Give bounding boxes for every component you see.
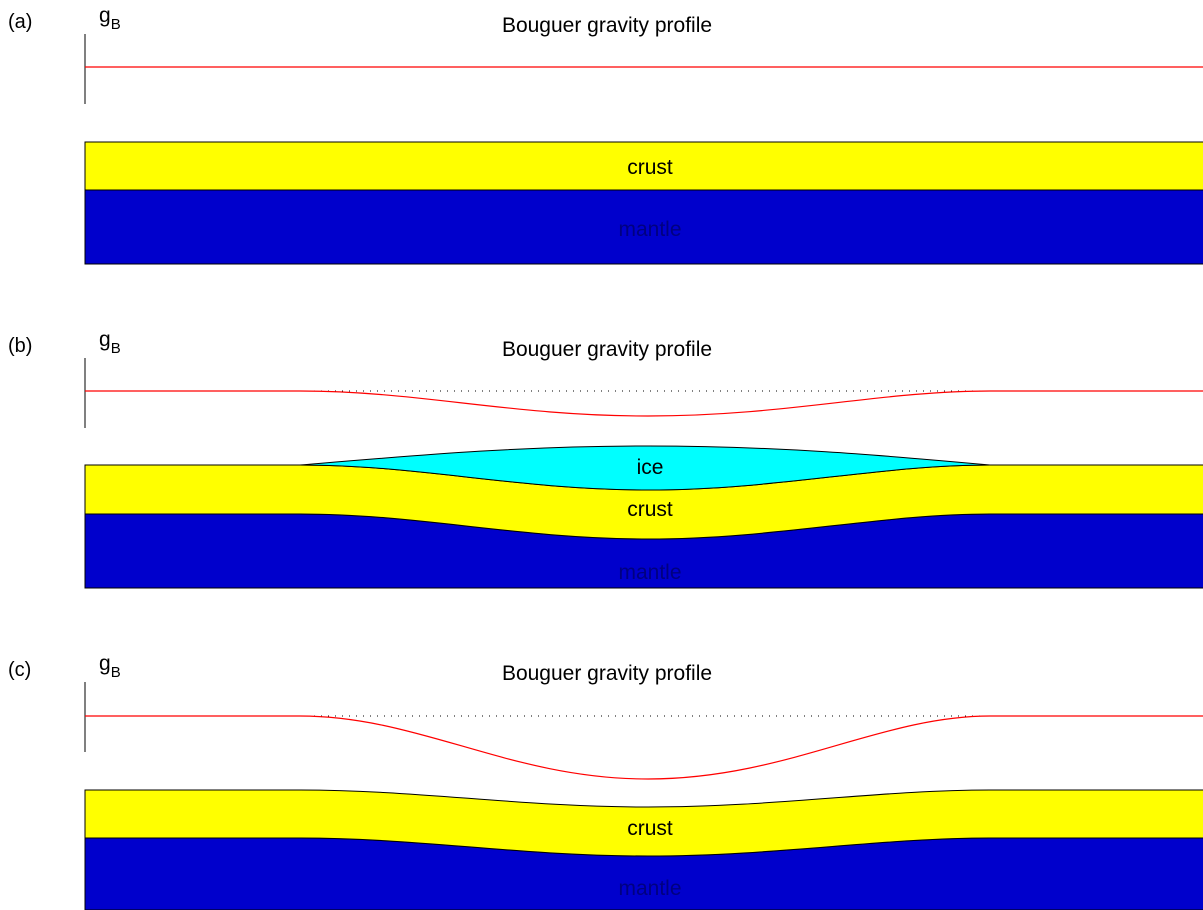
panel-b: (b) gB Bouguer gravity profile ice crust… [8,328,1203,588]
panel-b-label: (b) [8,335,32,357]
panel-b-crust-label: crust [627,498,673,521]
panel-c-crust-label: crust [627,817,673,840]
panel-a: (a) gB Bouguer gravity profile crust man… [8,4,1203,264]
panel-b-gb-label: gB [99,328,121,357]
panel-c-gravity-profile [85,716,1203,779]
panel-a-gb-label: gB [99,4,121,33]
panel-b-mantle-label: mantle [618,561,681,584]
panel-a-label: (a) [8,11,32,33]
panel-c-gb-label: gB [99,652,121,681]
panel-c: (c) gB Bouguer gravity profile crust man… [8,652,1203,910]
panel-a-mantle-label: mantle [618,218,681,241]
panel-a-crust-label: crust [627,156,673,179]
panel-c-title: Bouguer gravity profile [502,662,712,685]
panel-c-mantle-label: mantle [618,877,681,900]
panel-b-gravity-profile [85,391,1203,416]
panel-c-label: (c) [8,659,31,681]
panel-a-title: Bouguer gravity profile [502,14,712,37]
panel-b-ice-label: ice [637,456,664,479]
panel-b-title: Bouguer gravity profile [502,338,712,361]
